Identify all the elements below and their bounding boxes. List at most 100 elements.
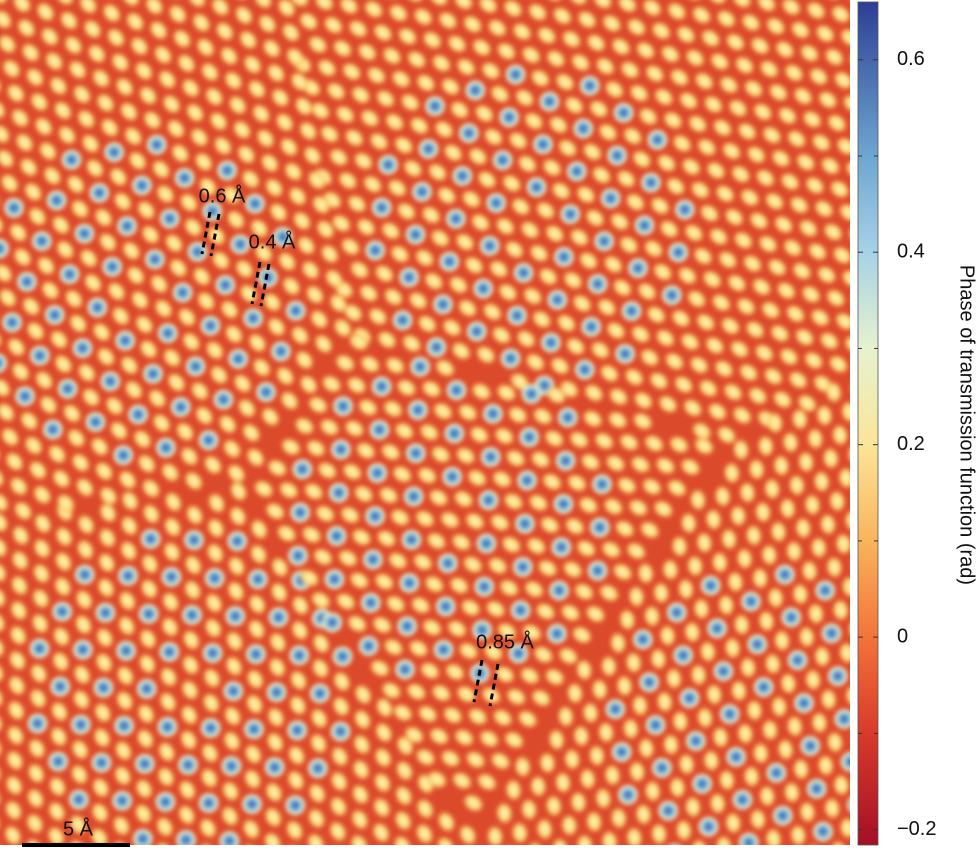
atom bbox=[520, 622, 544, 643]
atom bbox=[73, 613, 94, 637]
atom bbox=[70, 738, 90, 762]
colorbar-tick-label: 0.2 bbox=[897, 433, 925, 455]
atom bbox=[628, 759, 647, 784]
atom bbox=[54, 0, 76, 7]
atom bbox=[392, 834, 413, 845]
atom bbox=[675, 24, 697, 45]
atom bbox=[825, 112, 848, 134]
atom bbox=[582, 382, 605, 404]
atom bbox=[732, 437, 751, 462]
atom bbox=[450, 340, 473, 362]
atom bbox=[575, 658, 594, 682]
atom bbox=[692, 245, 714, 267]
atom bbox=[236, 143, 257, 166]
atom bbox=[262, 830, 283, 845]
atom bbox=[167, 3, 189, 26]
atom bbox=[49, 700, 70, 723]
atom bbox=[193, 404, 215, 427]
atom bbox=[163, 232, 185, 255]
atom bbox=[96, 551, 117, 575]
atom bbox=[416, 704, 439, 724]
atom bbox=[797, 625, 816, 649]
atom bbox=[818, 330, 841, 352]
atom bbox=[119, 354, 140, 377]
blue-atom bbox=[431, 293, 454, 316]
atom bbox=[411, 552, 435, 572]
atom bbox=[772, 628, 792, 653]
atom bbox=[819, 155, 842, 177]
atom bbox=[8, 475, 30, 498]
atom bbox=[745, 144, 768, 165]
atom bbox=[453, 845, 480, 851]
atom bbox=[240, 421, 262, 444]
atom bbox=[5, 724, 26, 747]
atom bbox=[800, 284, 822, 305]
blue-atom bbox=[513, 512, 536, 535]
atom bbox=[779, 671, 798, 696]
atom bbox=[647, 370, 670, 392]
atom bbox=[308, 732, 329, 755]
atom bbox=[423, 574, 446, 595]
atom bbox=[686, 113, 709, 135]
blue-atom bbox=[404, 442, 427, 465]
atom bbox=[767, 82, 790, 103]
blue-atom bbox=[141, 362, 164, 385]
atom bbox=[563, 747, 582, 772]
atom bbox=[821, 446, 840, 471]
blue-atom bbox=[518, 426, 541, 449]
atom bbox=[214, 20, 236, 43]
atom bbox=[341, 461, 364, 482]
atom bbox=[101, 2, 123, 24]
atom bbox=[91, 321, 113, 343]
atom bbox=[162, 540, 182, 564]
atom bbox=[430, 683, 453, 703]
phase-image bbox=[0, 0, 850, 851]
atom bbox=[685, 288, 708, 310]
atom bbox=[473, 103, 496, 124]
atom bbox=[450, 532, 473, 553]
atom bbox=[183, 553, 204, 577]
atom bbox=[350, 783, 371, 806]
atom bbox=[587, 98, 610, 120]
colorbar-tick-label: −0.2 bbox=[897, 818, 936, 840]
atom bbox=[279, 389, 300, 412]
atom bbox=[742, 78, 765, 99]
atom bbox=[688, 487, 708, 512]
atom bbox=[345, 613, 369, 634]
atom bbox=[297, 11, 320, 32]
atom bbox=[702, 748, 721, 773]
atom bbox=[10, 549, 30, 572]
atom bbox=[602, 254, 625, 275]
atom bbox=[318, 123, 341, 145]
atom bbox=[584, 809, 604, 834]
atom bbox=[448, 99, 471, 121]
atom bbox=[50, 214, 72, 236]
atom bbox=[97, 526, 118, 550]
atom bbox=[138, 338, 159, 361]
atom bbox=[253, 242, 274, 264]
atom bbox=[352, 708, 373, 731]
atom bbox=[702, 94, 725, 115]
atom bbox=[737, 362, 760, 383]
atom bbox=[764, 826, 783, 845]
atom bbox=[545, 385, 568, 406]
blue-atom bbox=[58, 263, 81, 286]
blue-atom bbox=[590, 473, 613, 496]
atom bbox=[735, 296, 757, 317]
atom bbox=[16, 17, 37, 39]
atom bbox=[313, 333, 334, 355]
blue-atom bbox=[133, 752, 156, 775]
atom bbox=[33, 512, 53, 535]
atom bbox=[93, 701, 113, 725]
atom bbox=[297, 120, 319, 142]
atom bbox=[825, 555, 844, 580]
atom bbox=[252, 479, 276, 499]
atom bbox=[12, 499, 34, 522]
atom bbox=[527, 492, 550, 513]
atom bbox=[664, 666, 683, 691]
atom bbox=[381, 45, 403, 67]
atom bbox=[322, 14, 345, 36]
blue-atom bbox=[616, 783, 639, 806]
atom bbox=[759, 299, 782, 321]
atom bbox=[547, 727, 566, 752]
